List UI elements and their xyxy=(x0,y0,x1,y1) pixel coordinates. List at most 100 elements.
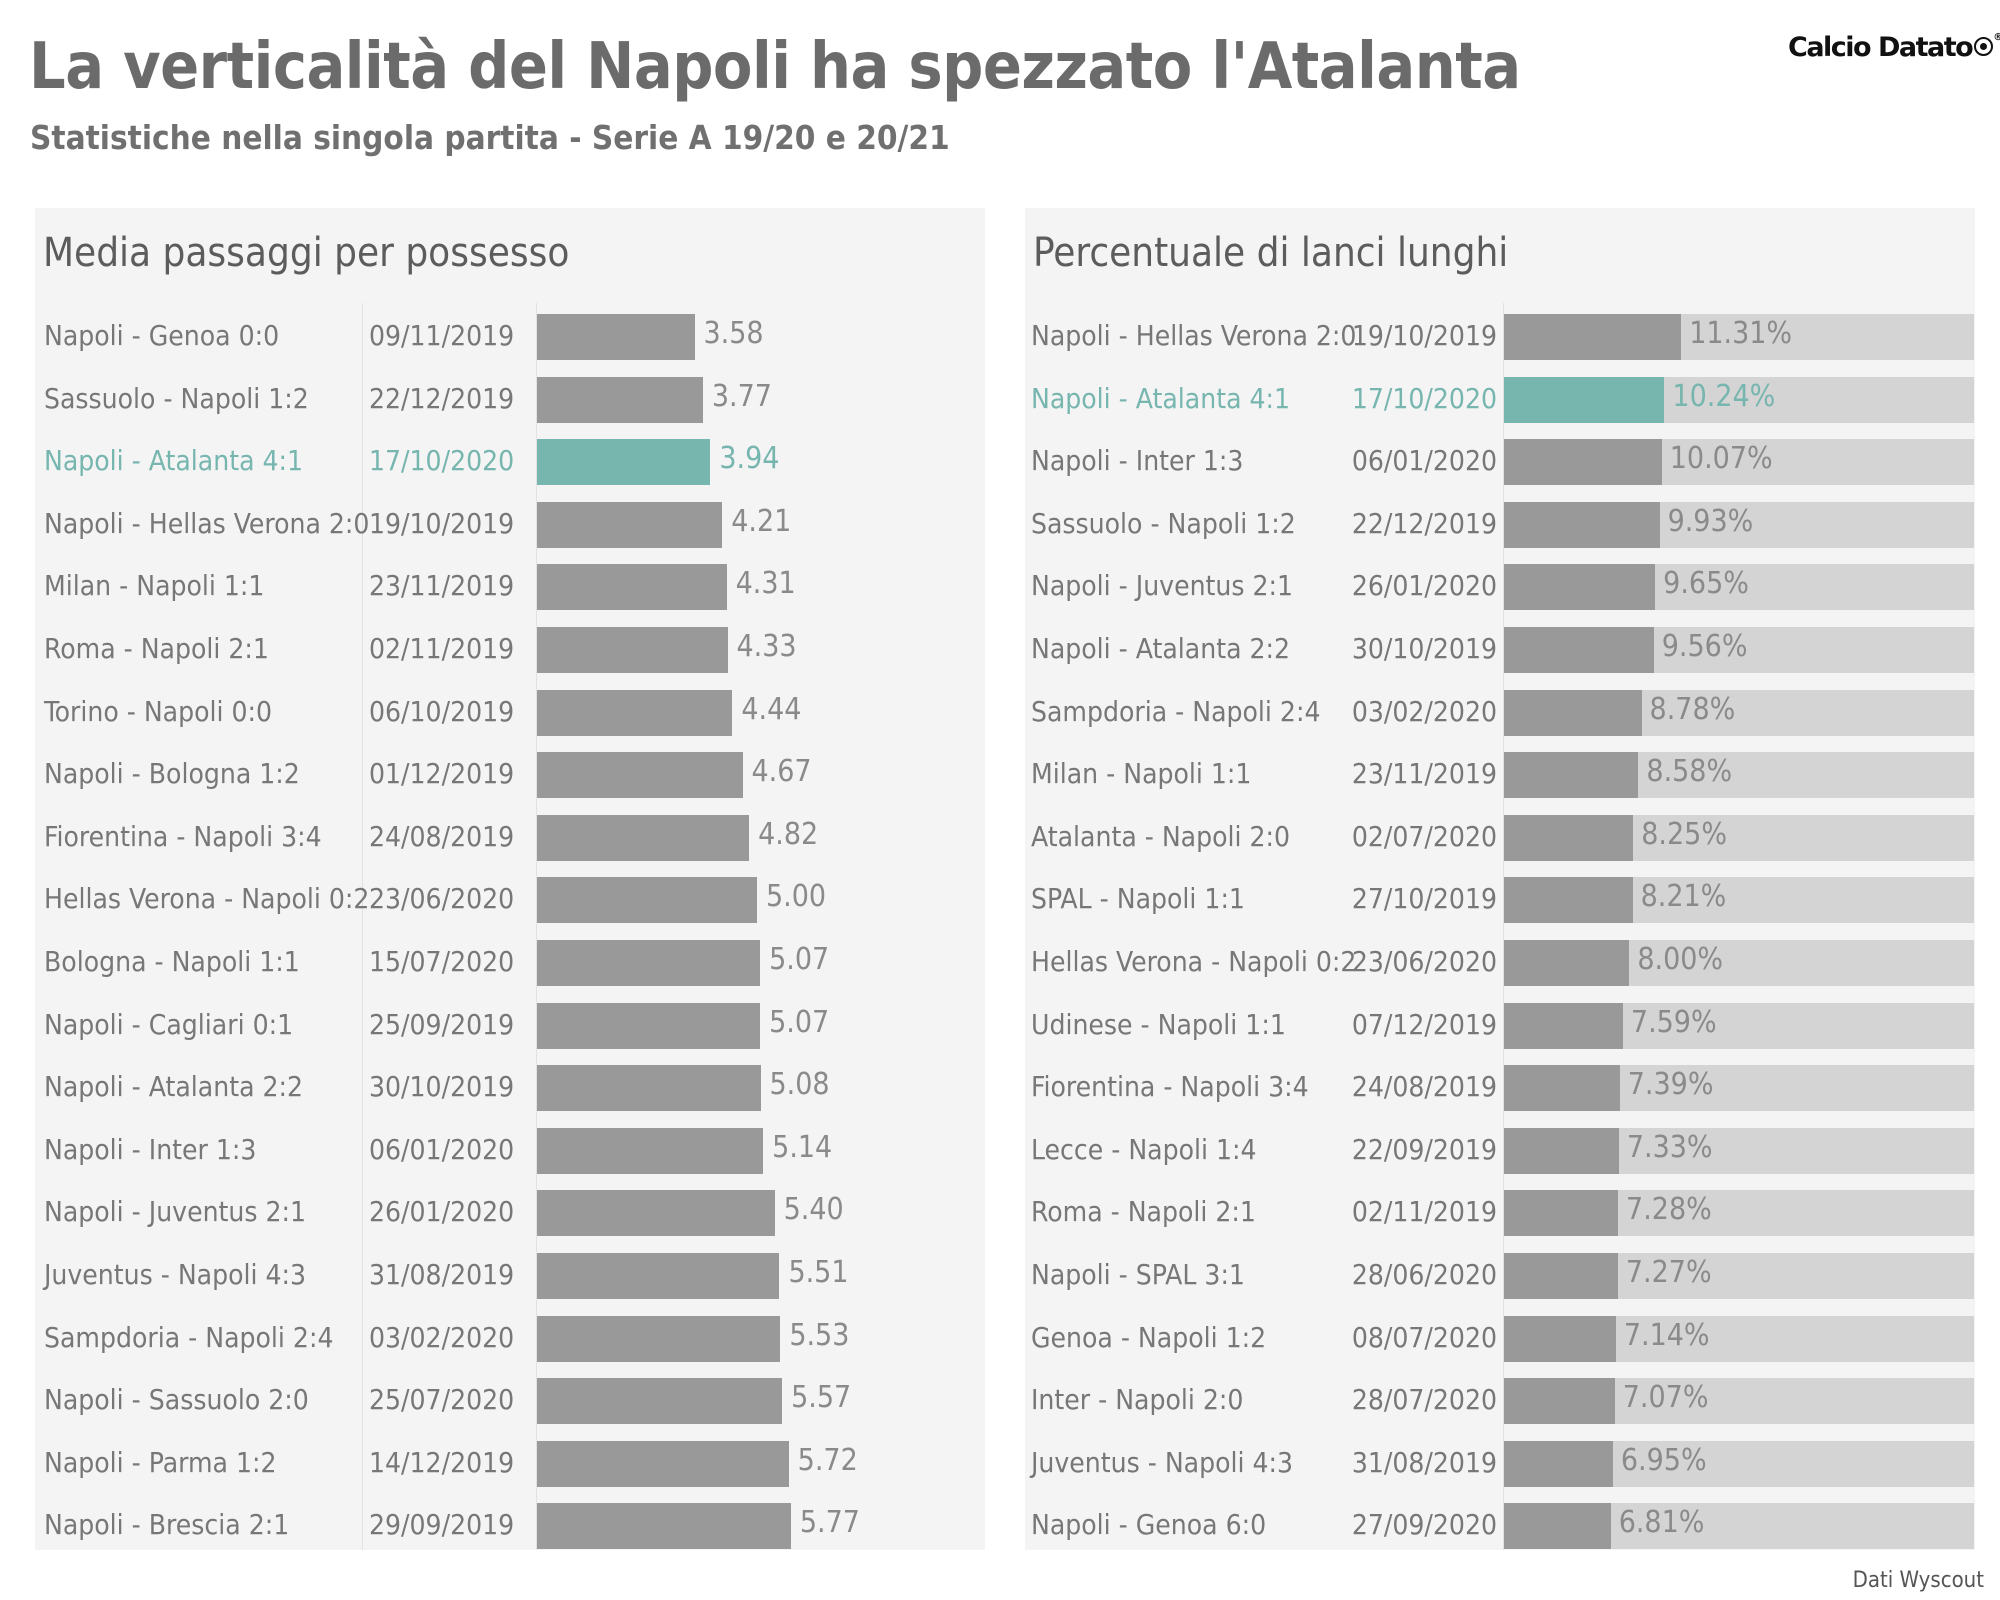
match-date: 28/06/2020 xyxy=(1351,1258,1497,1291)
bar-row: Napoli - Sassuolo 2:0 25/07/2020 5.57 xyxy=(35,1377,985,1427)
value-label: 11.31% xyxy=(1689,316,1793,351)
value-label: 7.27% xyxy=(1625,1255,1712,1290)
match-label: Napoli - Inter 1:3 xyxy=(44,1132,257,1166)
bar-row: Hellas Verona - Napoli 0:2 23/06/2020 8.00… xyxy=(1025,939,1975,989)
match-label: Juventus - Napoli 4:3 xyxy=(44,1258,307,1291)
bar-row: Napoli - Brescia 2:1 29/09/2019 5.77 xyxy=(35,1502,985,1552)
match-label: Hellas Verona - Napoli 0:2 xyxy=(1031,945,1357,978)
bar xyxy=(537,1378,783,1425)
bar xyxy=(1504,1378,1615,1425)
bar-row: Bologna - Napoli 1:1 15/07/2020 5.07 xyxy=(35,939,985,989)
value-label: 8.25% xyxy=(1641,816,1727,852)
match-label: Napoli - Genoa 0:0 xyxy=(44,319,280,352)
value-label: 3.77 xyxy=(711,378,772,414)
match-label: Lecce - Napoli 1:4 xyxy=(1031,1132,1257,1166)
match-date: 25/07/2020 xyxy=(369,1383,515,1417)
match-label: Napoli - Juventus 2:1 xyxy=(44,1195,307,1229)
value-label: 4.33 xyxy=(736,629,797,664)
match-label: Napoli - Bologna 1:2 xyxy=(44,757,300,791)
bar xyxy=(1504,940,1630,986)
bar-row: Fiorentina - Napoli 3:4 24/08/2019 7.39% xyxy=(1025,1064,1975,1114)
value-label: 5.53 xyxy=(789,1317,850,1353)
bar xyxy=(1504,1503,1611,1550)
bar-row: Napoli - Juventus 2:1 26/01/2020 9.65% xyxy=(1025,563,1975,613)
column-divider xyxy=(536,303,537,1550)
value-label: 4.31 xyxy=(735,566,796,602)
match-label: Bologna - Napoli 1:1 xyxy=(44,945,300,978)
bar xyxy=(537,1127,764,1174)
match-date: 23/11/2019 xyxy=(369,569,515,603)
bar xyxy=(1504,314,1682,360)
bar-row: Lecce - Napoli 1:4 22/09/2019 7.33% xyxy=(1025,1127,1975,1177)
match-label: Napoli - Hellas Verona 2:0 xyxy=(1031,319,1357,352)
match-label: Hellas Verona - Napoli 0:2 xyxy=(44,882,370,916)
match-label: Sampdoria - Napoli 2:4 xyxy=(1031,694,1321,728)
bar-row: Milan - Napoli 1:1 23/11/2019 4.31 xyxy=(35,563,985,613)
bar-row: Sassuolo - Napoli 1:2 22/12/2019 9.93% xyxy=(1025,501,1975,551)
bar-row: Sampdoria - Napoli 2:4 03/02/2020 8.78% xyxy=(1025,689,1975,739)
match-date: 22/12/2019 xyxy=(1351,506,1497,540)
match-date: 23/11/2019 xyxy=(1351,757,1497,791)
column-divider xyxy=(362,303,363,1550)
bar-row: Napoli - Bologna 1:2 01/12/2019 4.67 xyxy=(35,751,985,801)
value-label: 5.72 xyxy=(797,1442,858,1478)
match-date: 15/07/2020 xyxy=(369,945,515,978)
value-label: 3.94 xyxy=(719,441,780,477)
value-label: 7.28% xyxy=(1626,1192,1712,1228)
value-label: 5.07 xyxy=(769,942,830,977)
match-label: Sampdoria - Napoli 2:4 xyxy=(44,1320,334,1354)
match-label: Napoli - Hellas Verona 2:0 xyxy=(44,506,370,540)
bar-row: Juventus - Napoli 4:3 31/08/2019 5.51 xyxy=(35,1252,985,1302)
match-date: 03/02/2020 xyxy=(369,1320,515,1354)
match-label: Roma - Napoli 2:1 xyxy=(1031,1195,1256,1229)
page-subtitle: Statistiche nella singola partita - Seri… xyxy=(30,118,950,157)
match-label: Milan - Napoli 1:1 xyxy=(44,569,265,603)
match-date: 26/01/2020 xyxy=(369,1195,515,1229)
bar-row: Napoli - Cagliari 0:1 25/09/2019 5.07 xyxy=(35,1002,985,1052)
bar xyxy=(537,752,743,799)
match-date: 06/01/2020 xyxy=(369,1132,515,1166)
bar xyxy=(1504,877,1633,924)
match-label: Napoli - Atalanta 4:1 xyxy=(44,444,304,478)
match-label: Napoli - Cagliari 0:1 xyxy=(44,1007,294,1041)
value-label: 4.44 xyxy=(741,691,802,727)
bar xyxy=(537,314,695,360)
match-date: 27/10/2019 xyxy=(1351,882,1497,916)
column-divider xyxy=(1503,303,1504,1550)
match-label: Fiorentina - Napoli 3:4 xyxy=(44,819,322,853)
page-title: La verticalità del Napoli ha spezzato l'… xyxy=(29,30,1521,104)
bar xyxy=(1504,1315,1616,1362)
bar-row: Atalanta - Napoli 2:0 02/07/2020 8.25% xyxy=(1025,814,1975,864)
match-date: 24/08/2019 xyxy=(369,819,515,853)
match-date: 17/10/2020 xyxy=(1351,381,1497,415)
bar-row: Sassuolo - Napoli 1:2 22/12/2019 3.77 xyxy=(35,376,985,426)
bar-row: Hellas Verona - Napoli 0:2 23/06/2020 5.00 xyxy=(35,876,985,926)
bar-row: Napoli - Atalanta 4:1 17/10/2020 3.94 xyxy=(35,438,985,488)
bar-row: Juventus - Napoli 4:3 31/08/2019 6.95% xyxy=(1025,1440,1975,1490)
match-label: Fiorentina - Napoli 3:4 xyxy=(1031,1070,1309,1104)
value-label: 4.21 xyxy=(731,503,792,539)
bar-row: Udinese - Napoli 1:1 07/12/2019 7.59% xyxy=(1025,1002,1975,1052)
bar xyxy=(537,439,711,486)
bar-row: Roma - Napoli 2:1 02/11/2019 4.33 xyxy=(35,626,985,676)
match-date: 29/09/2019 xyxy=(369,1508,515,1542)
value-label: 7.39% xyxy=(1627,1067,1714,1103)
match-date: 23/06/2020 xyxy=(1351,945,1497,978)
bar xyxy=(1504,1065,1620,1112)
value-label: 5.14 xyxy=(772,1129,833,1165)
bar-row: Napoli - Juventus 2:1 26/01/2020 5.40 xyxy=(35,1189,985,1239)
value-label: 5.77 xyxy=(799,1505,860,1541)
bar xyxy=(537,627,728,673)
data-source: Dati Wyscout xyxy=(1852,1568,1984,1593)
match-date: 17/10/2020 xyxy=(369,444,515,478)
match-date: 25/09/2019 xyxy=(369,1007,515,1041)
match-date: 02/11/2019 xyxy=(1351,1195,1497,1229)
bar xyxy=(1504,689,1642,736)
bar xyxy=(537,814,750,861)
match-label: Napoli - Inter 1:3 xyxy=(1031,444,1244,478)
bar xyxy=(1504,501,1660,548)
bar xyxy=(1504,1002,1623,1049)
bar-row: Genoa - Napoli 1:2 08/07/2020 7.14% xyxy=(1025,1315,1975,1365)
value-label: 5.00 xyxy=(766,879,827,915)
match-date: 19/10/2019 xyxy=(369,506,515,540)
